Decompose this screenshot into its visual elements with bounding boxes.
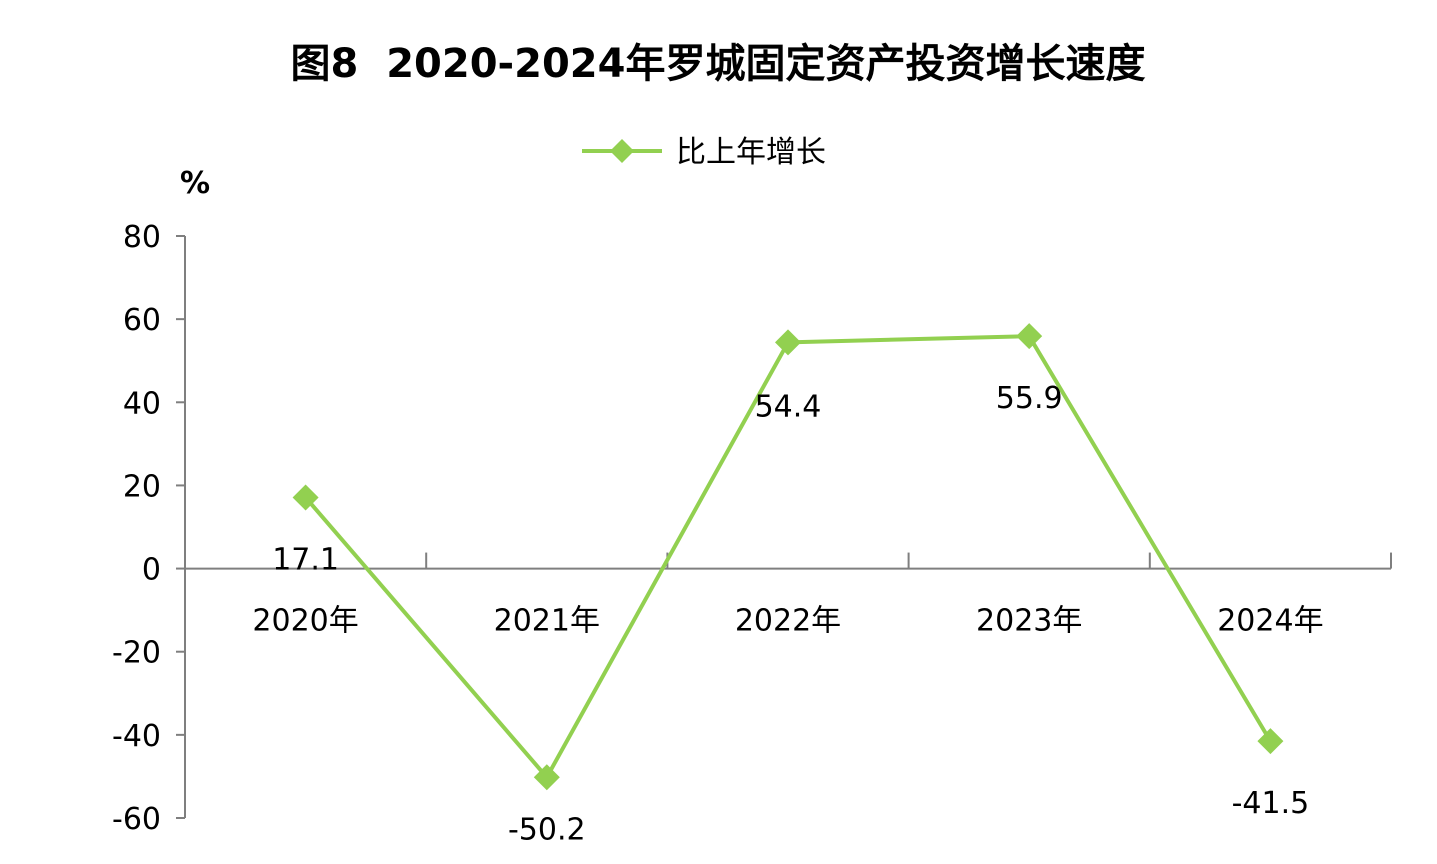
data-label: 17.1 xyxy=(272,542,339,577)
chart-title: 图8 2020-2024年罗城固定资产投资增长速度 xyxy=(291,41,1146,87)
data-point-marker xyxy=(292,484,319,511)
legend-swatch-marker xyxy=(610,139,634,163)
x-tick-label: 2021年 xyxy=(494,604,600,639)
data-point-marker xyxy=(775,329,801,356)
series-layer: 17.1 -50.2 54.4 55.9 -41.5 xyxy=(272,323,1309,847)
x-tick-label: 2024年 xyxy=(1217,604,1323,639)
y-tick-label: 60 xyxy=(123,303,161,338)
data-point-marker xyxy=(533,764,560,791)
y-tick-label: 80 xyxy=(123,220,161,255)
legend: 比上年增长 xyxy=(582,135,826,170)
legend-label: 比上年增长 xyxy=(676,135,826,170)
y-tick-label: 40 xyxy=(123,386,161,421)
x-tick-label: 2022年 xyxy=(735,604,841,639)
x-tick-label: 2023年 xyxy=(976,604,1082,639)
x-tick-label: 2020年 xyxy=(252,604,358,639)
y-axis-unit-label: % xyxy=(180,166,210,201)
data-point-marker xyxy=(1257,728,1284,755)
data-label: 54.4 xyxy=(755,389,822,424)
data-label: -50.2 xyxy=(508,812,586,847)
data-label: -41.5 xyxy=(1232,786,1310,821)
y-tick-label: -20 xyxy=(112,636,161,671)
axes: 80 60 40 20 0 -20 -40 -60 2020年 2021年 2022年 2023年 20… xyxy=(112,220,1392,837)
y-tick-label: -40 xyxy=(112,719,161,754)
y-tick-label: -60 xyxy=(112,802,161,837)
y-tick-label: 0 xyxy=(142,553,161,588)
y-tick-label: 20 xyxy=(123,469,161,504)
data-point-marker xyxy=(1016,323,1043,350)
data-label: 55.9 xyxy=(996,381,1063,416)
